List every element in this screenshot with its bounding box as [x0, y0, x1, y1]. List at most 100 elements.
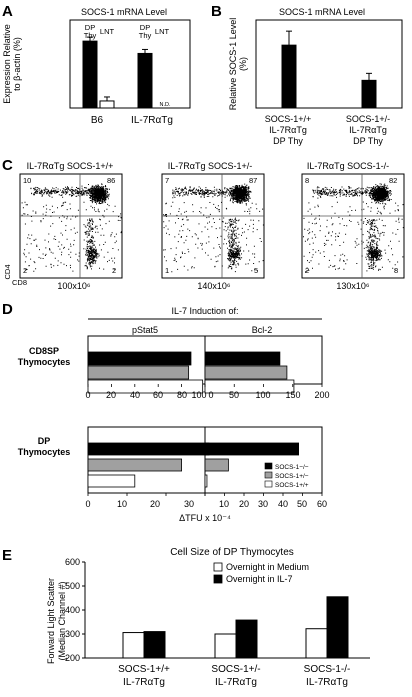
bar — [361, 79, 377, 109]
c-count-1: 100x10⁶ — [57, 281, 91, 291]
d-top-tick: 0 — [85, 390, 90, 400]
a-label-dp-1: DP — [85, 23, 95, 32]
a-label-lnt-2: LNT — [155, 27, 170, 36]
d-bot-tick: 30 — [184, 499, 194, 509]
c1-q-lr: 2 — [112, 266, 116, 275]
b-cat2-line3: DP Thy — [353, 136, 383, 146]
bar — [204, 351, 281, 366]
panel-letter-a: A — [2, 3, 13, 20]
d-top-tick: 0 — [208, 390, 213, 400]
panel-a-ylabel-1: Expression Relative — [2, 24, 12, 104]
d-xlabel: ΔTFU x 10⁻⁴ — [179, 513, 231, 523]
d-row1-line1: CD8SP — [29, 346, 59, 356]
d-bot-tick: 20 — [239, 499, 249, 509]
b-cat2-line2: IL-7RαTg — [349, 125, 387, 135]
c-title-1: IL-7RαTg SOCS-1+/+ — [27, 161, 114, 171]
d-col-pstat5: pStat5 — [132, 325, 158, 335]
a-group-il7r: IL-7RαTg — [131, 115, 173, 126]
panel-b-frame — [255, 19, 403, 109]
c2-q-lr: 5 — [254, 266, 258, 275]
b-cat1-line1: SOCS-1+/+ — [265, 114, 312, 124]
e-group-1-line2: IL-7RαTg — [123, 677, 165, 688]
e-ytick: 300 — [65, 629, 80, 639]
panel-a-frame — [69, 19, 191, 109]
d-row1-line2: Thymocytes — [18, 357, 71, 367]
panel-letter-b: B — [211, 3, 222, 20]
bar — [87, 351, 192, 366]
e-ylabel-2: (Median Channel #) — [57, 581, 67, 660]
panel-a-title: SOCS-1 mRNA Level — [81, 7, 167, 17]
d-bot-tick: 60 — [317, 499, 327, 509]
panel-letter-e: E — [2, 547, 12, 564]
panel-letter-d: D — [2, 301, 13, 318]
e-group-2-line2: IL-7RαTg — [215, 677, 257, 688]
panel-b-ylabel-1: Relative SOCS-1 Level — [228, 18, 238, 111]
d-top-tick: 60 — [153, 390, 163, 400]
b-cat1-line3: DP Thy — [273, 136, 303, 146]
flow-dots — [163, 183, 264, 273]
d-bottom-ticklabels: 0 10 20 30 10 20 30 40 50 60 — [85, 499, 327, 509]
e-legend-medium: Overnight in Medium — [226, 562, 309, 572]
e-ytick: 500 — [65, 581, 80, 591]
e-legend: Overnight in Medium Overnight in IL-7 — [213, 562, 309, 584]
bar — [82, 40, 98, 109]
a-nd-label: N.D. — [160, 102, 171, 108]
panel-b-ylabel-2: (%) — [238, 57, 248, 71]
bar — [99, 100, 115, 109]
d-bot-tick: 30 — [258, 499, 268, 509]
a-label-dp-2: DP — [140, 23, 150, 32]
c2-q-ll: 1 — [165, 266, 169, 275]
c2-q-ur: 87 — [249, 176, 257, 185]
e-group-3-line1: SOCS-1-/- — [304, 664, 351, 675]
bar — [204, 442, 299, 456]
d-row2-line1: DP — [38, 436, 51, 446]
bar — [87, 442, 210, 456]
d-bot-tick: 40 — [278, 499, 288, 509]
d-bot-tick: 10 — [219, 499, 229, 509]
bar — [204, 379, 295, 394]
flow-plots — [19, 173, 405, 279]
flow-dots — [21, 183, 122, 272]
d-legend-swatch-wt — [264, 480, 273, 488]
e-ticks — [82, 561, 85, 659]
a-label-thy-2: Thy — [139, 31, 152, 40]
c3-q-lr: 8 — [394, 266, 398, 275]
panel-d-bars — [87, 351, 299, 488]
d-top-tick: 80 — [177, 390, 187, 400]
panel-a-bars — [82, 36, 153, 109]
c3-q-ll: 2 — [305, 266, 309, 275]
c-title-2: IL-7RαTg SOCS-1+/- — [168, 161, 252, 171]
d-top-tick: 40 — [130, 390, 140, 400]
c1-q-ur: 86 — [107, 176, 115, 185]
d-top-tick: 20 — [106, 390, 116, 400]
panel-e-bars — [122, 596, 349, 659]
d-legend-ko: SOCS-1−/− — [275, 464, 309, 471]
e-ytick: 200 — [65, 653, 80, 663]
c1-q-ll: 2 — [23, 266, 27, 275]
d-legend: SOCS-1−/− SOCS-1+/− SOCS-1+/+ — [264, 462, 309, 489]
d-bot-tick: 0 — [85, 499, 90, 509]
d-row2-line2: Thymocytes — [18, 447, 71, 457]
bar — [87, 365, 190, 380]
e-group-2-line1: SOCS-1+/- — [211, 664, 260, 675]
bar — [137, 52, 153, 109]
c-count-3: 130x10⁶ — [336, 281, 370, 291]
d-top-tick: 50 — [229, 390, 239, 400]
e-yticklabels: 200 300 400 500 600 — [65, 557, 80, 663]
c2-q-ul: 7 — [165, 176, 169, 185]
bar — [281, 44, 297, 109]
d-top-tick: 150 — [285, 390, 300, 400]
bar — [87, 474, 136, 488]
e-ylabel-1: Forward Light Scatter — [46, 578, 56, 664]
b-cat2-line1: SOCS-1+/- — [346, 114, 390, 124]
bar — [87, 458, 182, 472]
bar — [235, 619, 258, 659]
c3-q-ur: 82 — [389, 176, 397, 185]
bar — [326, 596, 349, 659]
d-top-tick: 100 — [255, 390, 270, 400]
c-yaxis-cd4: CD4 — [3, 264, 12, 279]
e-legend-swatch-il7 — [213, 574, 223, 584]
e-group-1-line1: SOCS-1+/+ — [118, 664, 170, 675]
a-label-thy-1: Thy — [84, 31, 97, 40]
